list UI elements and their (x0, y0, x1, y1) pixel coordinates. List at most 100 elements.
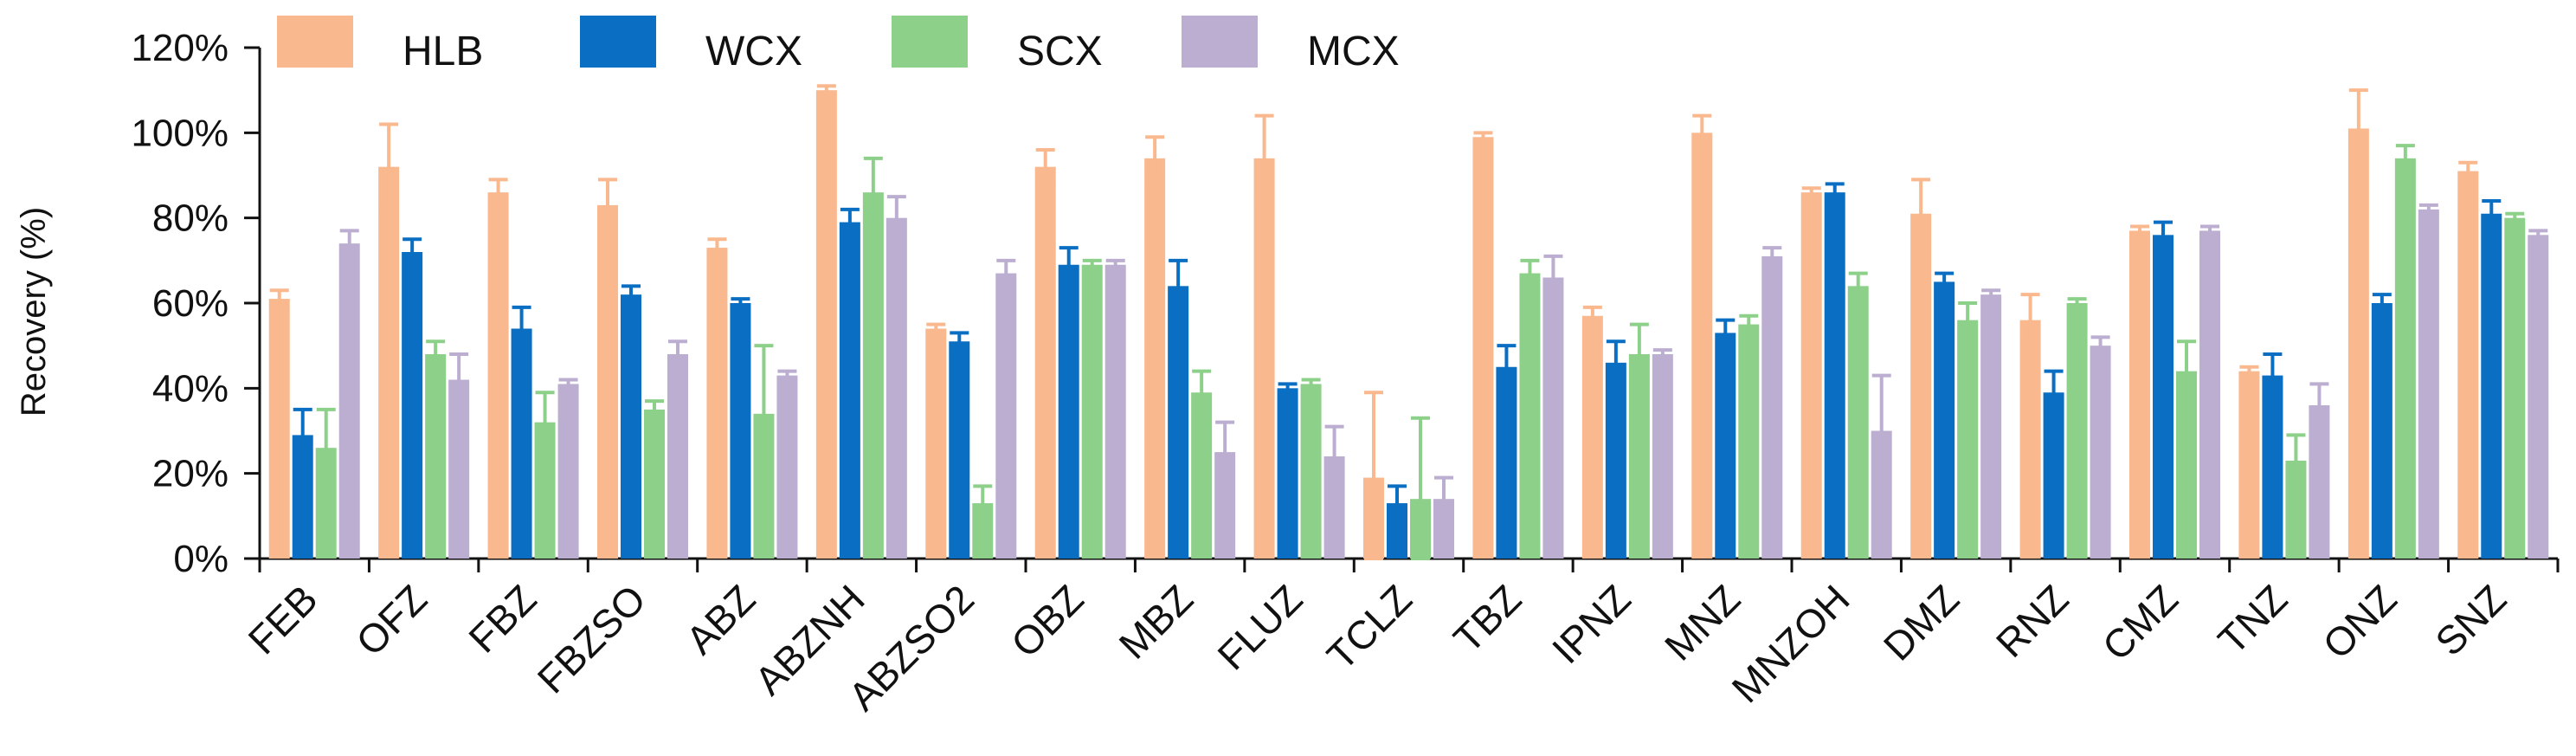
x-category-label: OFZ (347, 576, 435, 664)
bar-mcx (776, 375, 798, 559)
bar-mcx (2418, 209, 2439, 559)
x-category-label: RNZ (1987, 576, 2077, 666)
bar-hlb (378, 166, 400, 559)
bar-wcx (1824, 192, 1845, 559)
bar-hlb (925, 328, 947, 559)
bar-hlb (2129, 230, 2150, 559)
bar-wcx (402, 252, 423, 559)
x-category-label: SNZ (2426, 576, 2515, 664)
x-category-label: CMZ (2094, 576, 2186, 669)
bar-wcx (2043, 392, 2064, 559)
bar-mcx (1652, 354, 1673, 559)
legend-label-mcx: MCX (1307, 29, 1400, 74)
y-tick-label: 60% (152, 282, 229, 325)
x-category-label: MNZOH (1723, 576, 1858, 711)
bar-mcx (1980, 294, 2002, 559)
bar-scx (2394, 158, 2416, 559)
bar-scx (2504, 217, 2526, 559)
bar-hlb (815, 90, 837, 559)
legend-swatch-scx (892, 16, 968, 68)
bar-wcx (511, 328, 532, 559)
bar-mcx (995, 273, 1017, 559)
bar-mcx (448, 379, 470, 559)
bar-mcx (886, 217, 907, 559)
bar-wcx (1058, 264, 1079, 559)
bar-mcx (1542, 277, 1564, 559)
x-category-label: MNZ (1656, 576, 1748, 669)
x-category-label: TCLZ (1318, 576, 1420, 678)
bar-wcx (839, 222, 860, 559)
bar-hlb (2019, 320, 2041, 559)
bar-hlb (1800, 192, 1822, 559)
x-category-label: ONZ (2314, 576, 2405, 667)
bar-scx (1300, 384, 1322, 559)
y-tick-label: 20% (152, 453, 229, 495)
bar-scx (1847, 286, 1869, 559)
y-tick-label: 120% (131, 27, 229, 69)
bar-mcx (2528, 235, 2549, 559)
bar-wcx (1277, 388, 1298, 559)
x-category-label: FBZ (460, 576, 544, 661)
bar-scx (1957, 320, 1979, 559)
y-tick-label: 80% (152, 197, 229, 240)
bar-scx (425, 354, 447, 559)
x-category-label: OBZ (1002, 576, 1092, 666)
x-category-label: TNZ (2209, 576, 2296, 662)
bar-mcx (2090, 346, 2111, 559)
bar-hlb (2238, 371, 2260, 559)
x-category-label: DMZ (1875, 576, 1967, 669)
bar-mcx (338, 243, 360, 559)
bar-scx (1628, 354, 1650, 559)
x-category-label: TBZ (1445, 576, 1530, 661)
bar-mcx (2199, 230, 2220, 559)
bar-wcx (949, 341, 970, 559)
bar-hlb (1581, 315, 1603, 559)
legend-label-scx: SCX (1017, 29, 1103, 74)
y-tick-label: 100% (131, 112, 229, 154)
legend-label-hlb: HLB (402, 29, 483, 74)
legend-swatch-hlb (277, 16, 353, 68)
bar-scx (644, 409, 665, 559)
bar-hlb (1253, 158, 1275, 559)
y-axis-title: Recovery (%) (15, 207, 53, 417)
bar-wcx (621, 294, 641, 559)
bar-mcx (1104, 264, 1126, 559)
bar-wcx (1168, 286, 1189, 559)
bar-wcx (730, 303, 751, 559)
bar-hlb (2347, 128, 2369, 559)
y-tick-label: 40% (152, 367, 229, 410)
bar-scx (2066, 303, 2088, 559)
bar-hlb (487, 192, 509, 559)
legend-swatch-wcx (580, 16, 656, 68)
y-tick-label: 0% (173, 538, 229, 580)
bar-scx (862, 192, 884, 559)
x-category-label: FBZSO (529, 576, 654, 701)
bar-scx (1519, 273, 1541, 559)
bar-hlb (597, 204, 618, 559)
bar-wcx (2371, 303, 2392, 559)
bar-hlb (268, 299, 290, 559)
bar-wcx (1934, 281, 1955, 559)
x-category-label: ABZ (677, 576, 763, 662)
bar-wcx (1715, 333, 1736, 559)
bar-scx (1081, 264, 1103, 559)
legend-swatch-mcx (1182, 16, 1258, 68)
x-category-label: IPNZ (1543, 576, 1639, 672)
bar-wcx (1605, 362, 1626, 559)
bar-hlb (1910, 213, 1932, 559)
bar-wcx (2262, 375, 2283, 559)
bar-scx (1738, 324, 1760, 559)
bar-hlb (1472, 137, 1494, 559)
bar-hlb (706, 248, 728, 559)
bar-mcx (667, 354, 688, 559)
legend-label-wcx: WCX (705, 29, 802, 74)
bar-mcx (2309, 405, 2330, 559)
bar-hlb (1691, 132, 1713, 559)
bar-mcx (1761, 255, 1783, 559)
bar-mcx (557, 384, 579, 559)
x-category-label: FEB (240, 576, 326, 662)
x-category-label: FLUZ (1208, 576, 1311, 678)
bar-wcx (1496, 366, 1517, 559)
